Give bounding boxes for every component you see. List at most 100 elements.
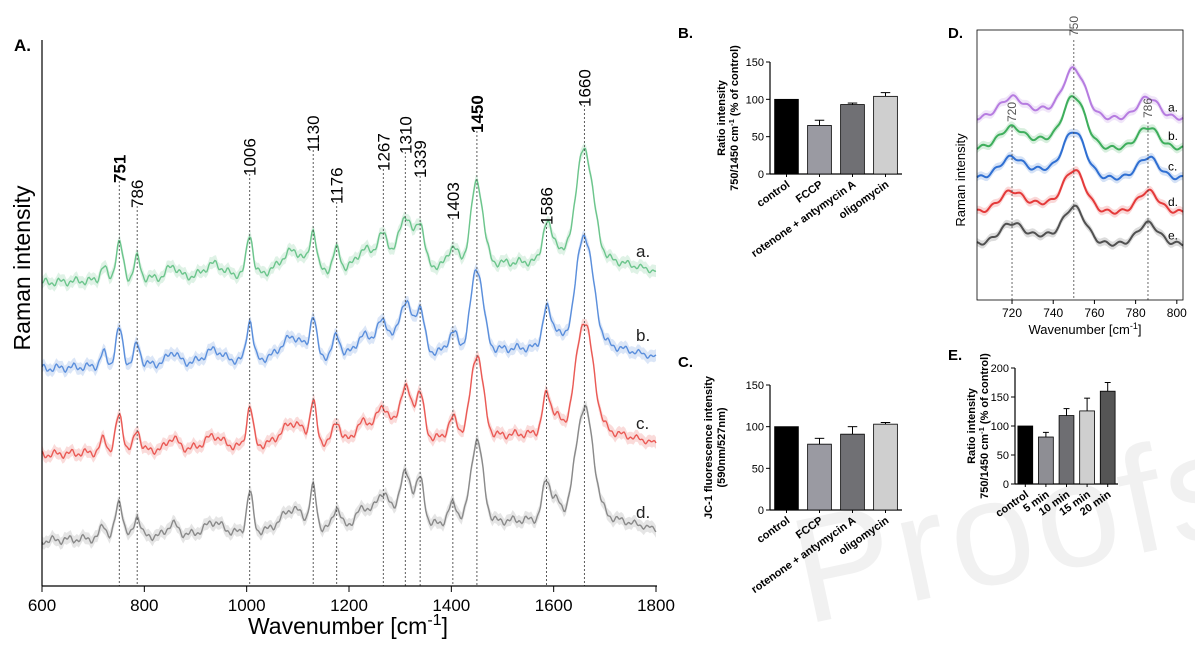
panel-d-x-tick-label: 720 <box>1002 306 1022 320</box>
panel-a-series-label: a. <box>636 242 650 261</box>
bar-y-axis-label-line2: (590nm/527nm) <box>716 407 728 487</box>
panel-a-peak-label: 1450 <box>468 95 487 133</box>
panel-d-peak-label: 720 <box>1005 102 1019 122</box>
panel-a-series: a. b. c. d. <box>41 142 657 550</box>
panel-d-peak-label: 786 <box>1141 98 1155 118</box>
panel-a-band-d <box>42 400 656 550</box>
panel-a-series-label: d. <box>636 503 650 522</box>
bar <box>873 423 898 511</box>
panel-a-peak-label: 1267 <box>374 133 393 171</box>
bar-y-tick-label: 0 <box>758 169 764 181</box>
bar <box>840 433 865 511</box>
panel-a-peak-label: 1176 <box>328 167 347 204</box>
panel-a-x-tick-label: 1600 <box>535 596 573 615</box>
bar-y-tick-label: 0 <box>1003 479 1009 491</box>
bar <box>1079 410 1095 485</box>
panel-d-series-label: b. <box>1168 129 1178 143</box>
bar-y-axis-label-line2: 750/1450 cm-1 (% of control) <box>977 353 992 499</box>
panel-d-series: a. b. c. d. e. <box>976 63 1184 250</box>
panel-a-peak-label: 1403 <box>444 182 463 220</box>
panel-d-x-tick-label: 800 <box>1167 306 1187 320</box>
bar-y-tick-label: 200 <box>991 363 1009 375</box>
bar-y-tick-label: 50 <box>997 450 1009 462</box>
bar <box>807 125 832 175</box>
bar-y-tick-label: 50 <box>752 132 764 144</box>
bar-y-tick-label: 100 <box>746 94 764 106</box>
panel-c-tag: C. <box>678 354 693 371</box>
bar <box>774 426 799 511</box>
panel-a-x-tick-label: 1000 <box>228 596 266 615</box>
bar-y-axis-label: JC-1 fluorescence intensity <box>703 375 715 519</box>
panel-e-tag: E. <box>948 347 962 364</box>
bar <box>1058 415 1075 485</box>
panel-d-x-tick-label: 780 <box>1126 306 1146 320</box>
panel-a-peak-label: 1660 <box>575 69 594 107</box>
panel-a-peak-label: 751 <box>110 155 129 183</box>
panel-a-tag: A. <box>14 36 31 55</box>
bar-category-label: control <box>755 179 792 210</box>
bar <box>1038 436 1054 485</box>
panel-a-x-tick-label: 600 <box>28 596 56 615</box>
panel-d-series-label: a. <box>1168 101 1178 115</box>
panel-d-band-c <box>977 128 1183 184</box>
panel-d-peak-markers: 720 750 786 <box>1005 16 1155 300</box>
panel-a-x-axis-label: Wavenumber [cm-1] <box>248 611 448 639</box>
bar-y-axis-label-line2: 750/1450 cm-1 (% of control) <box>727 45 742 191</box>
bar-y-tick-label: 100 <box>991 421 1009 433</box>
bar-y-axis-label: Ratio intensity <box>966 387 978 464</box>
panel-d-line-b <box>976 95 1184 151</box>
panel-d-y-axis-label: Raman intensity <box>953 133 968 227</box>
panel-a-band-b <box>42 229 656 378</box>
panel-a-peak-label: 1130 <box>304 115 323 152</box>
panel-a-line-c <box>41 323 657 460</box>
bar-y-tick-label: 150 <box>746 380 764 392</box>
panel-a-line-a <box>41 147 657 287</box>
panel-a-x-tick-label: 1800 <box>637 596 675 615</box>
panel-d-tag: D. <box>948 25 963 42</box>
panel-d-series-label: c. <box>1168 159 1177 173</box>
panel-d-x-tick-label: 740 <box>1043 306 1063 320</box>
panel-d-band-d <box>977 166 1183 218</box>
panel-a-band-c <box>42 318 656 464</box>
panel-d-x-axis-label: Wavenumber [cm-1] <box>1028 321 1141 337</box>
panel-a-line-b <box>41 234 657 374</box>
panel-a-peak-label: 1339 <box>411 140 430 178</box>
panel-a-x-tick-label: 1400 <box>432 596 470 615</box>
bar <box>840 104 865 175</box>
panel-b-tag: B. <box>678 25 693 42</box>
panel-a-peak-label: 1006 <box>241 138 260 176</box>
bar <box>774 98 799 175</box>
bar-y-tick-label: 50 <box>752 463 764 475</box>
panel-d-x-axis: 720 740 760 780 800 <box>976 29 1187 320</box>
panel-d-band-b <box>977 92 1183 154</box>
bar <box>1017 425 1034 485</box>
panel-a-y-axis-label: Raman intensity <box>9 185 35 350</box>
bar-y-tick-label: 100 <box>746 422 764 434</box>
panel-d-frame <box>976 29 1184 301</box>
panel-d-band-a <box>977 63 1183 124</box>
panel-d-line-a <box>977 66 1184 121</box>
panel-d-line-d <box>976 169 1184 215</box>
panel-a-line-d <box>41 404 657 546</box>
bar-y-tick-label: 0 <box>758 505 764 517</box>
bar <box>873 95 898 175</box>
panel-d-line-e <box>976 204 1184 247</box>
bar-category-label: control <box>755 515 792 546</box>
panel-d-series-label: e. <box>1168 229 1178 243</box>
panel-a-peak-label: 1586 <box>538 187 557 225</box>
panel-d-series-label: d. <box>1168 195 1178 209</box>
panel-a-peak-label: 1310 <box>396 116 415 154</box>
panel-d-line-c <box>976 131 1184 181</box>
panel-d-peak-label: 750 <box>1067 16 1081 36</box>
bar-y-tick-label: 150 <box>991 392 1009 404</box>
bar-y-axis-label: Ratio intensity <box>716 79 728 156</box>
